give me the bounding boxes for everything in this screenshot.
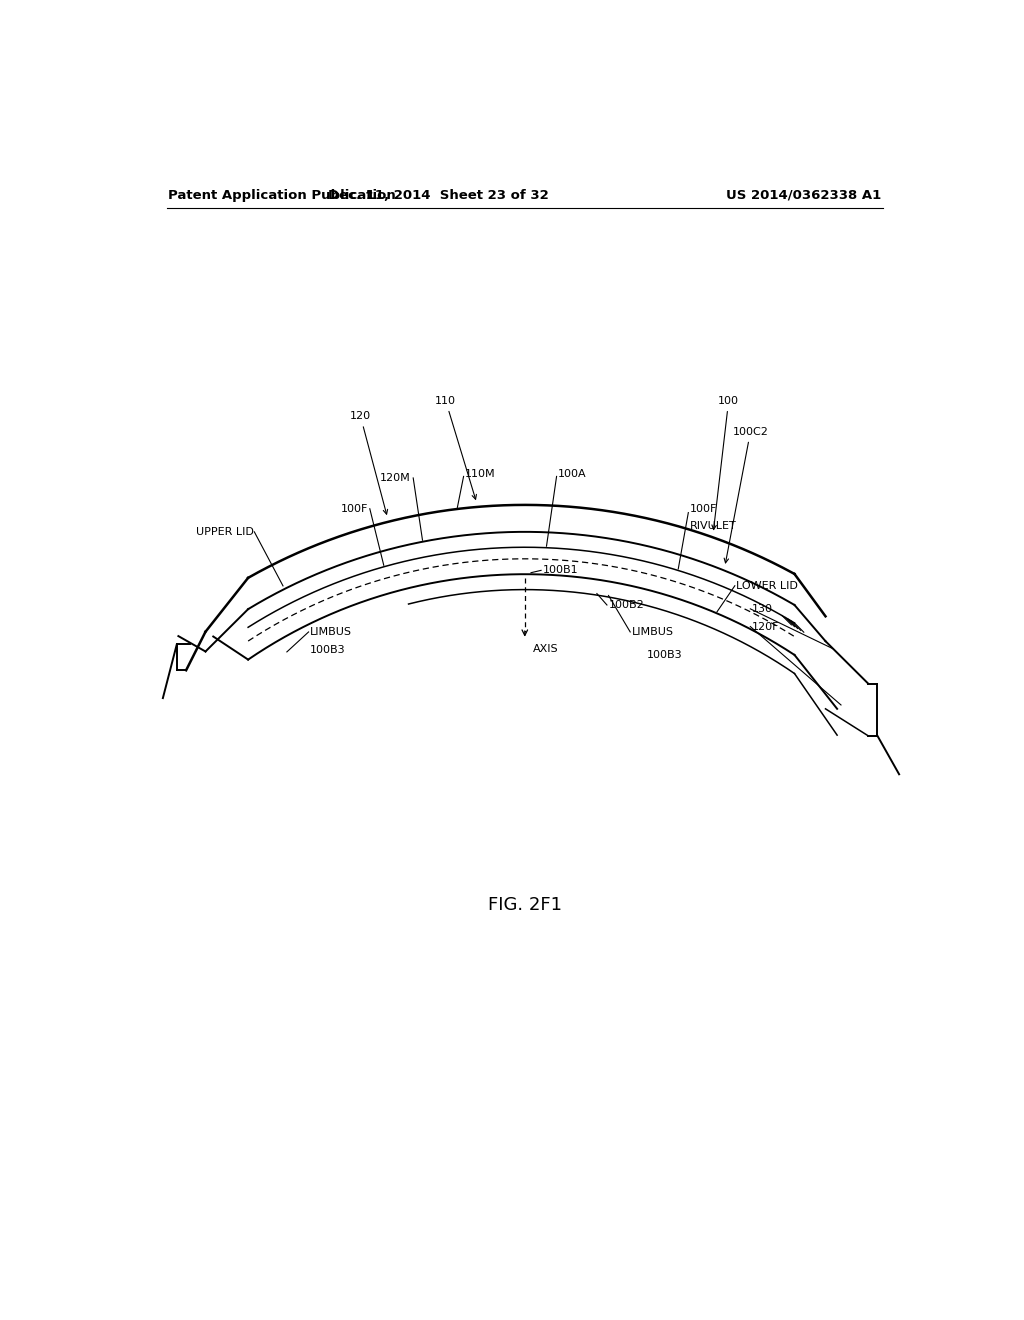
Text: 100B3: 100B3: [647, 649, 683, 660]
Text: 100: 100: [712, 396, 739, 529]
Text: Dec. 11, 2014  Sheet 23 of 32: Dec. 11, 2014 Sheet 23 of 32: [328, 189, 549, 202]
Text: 100B3: 100B3: [310, 644, 346, 655]
Text: AXIS: AXIS: [532, 644, 558, 653]
Text: 100B2: 100B2: [608, 601, 644, 610]
Text: 110: 110: [435, 396, 476, 499]
Text: 100A: 100A: [558, 469, 587, 479]
Text: 120M: 120M: [380, 473, 411, 483]
Text: UPPER LID: UPPER LID: [196, 527, 254, 537]
Text: Patent Application Publication: Patent Application Publication: [168, 189, 396, 202]
Text: 100C2: 100C2: [724, 426, 768, 562]
Text: 120: 120: [350, 412, 388, 515]
Text: LIMBUS: LIMBUS: [310, 627, 352, 638]
Text: 100F: 100F: [341, 504, 369, 513]
Text: 110M: 110M: [465, 469, 496, 479]
Text: US 2014/0362338 A1: US 2014/0362338 A1: [726, 189, 882, 202]
Text: FIG. 2F1: FIG. 2F1: [487, 896, 562, 915]
Text: LOWER LID: LOWER LID: [736, 581, 799, 591]
Text: RIVULET: RIVULET: [690, 521, 736, 532]
Text: 130: 130: [752, 603, 773, 614]
Text: 100F: 100F: [690, 504, 717, 513]
Text: LIMBUS: LIMBUS: [632, 627, 674, 638]
Text: 120F: 120F: [752, 622, 779, 631]
Text: 100B1: 100B1: [543, 565, 579, 576]
